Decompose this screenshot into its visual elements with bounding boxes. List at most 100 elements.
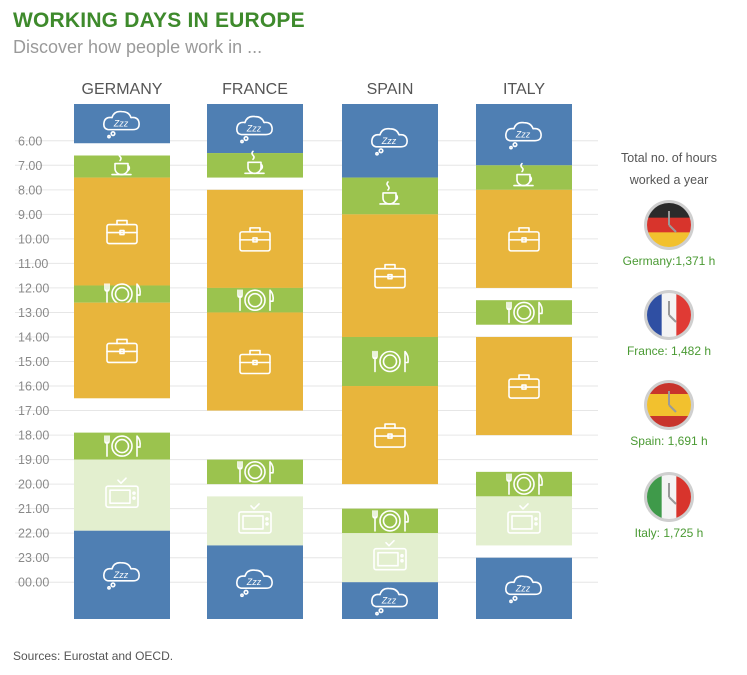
svg-text:Zzz: Zzz: [113, 119, 129, 129]
svg-text:Zzz: Zzz: [515, 130, 531, 140]
briefcase-icon: [374, 263, 406, 289]
zzz-cloud-icon: Zzz: [371, 127, 408, 156]
coffee-cup-icon: [513, 162, 534, 187]
svg-text:Zzz: Zzz: [515, 583, 531, 593]
y-tick-label: 6.00: [18, 134, 42, 148]
briefcase-icon: [239, 349, 271, 375]
briefcase-icon: [374, 423, 406, 448]
clock-hand: [668, 404, 677, 413]
coffee-cup-icon: [111, 151, 132, 176]
plate-cutlery-icon: [506, 473, 543, 495]
block-dinner: [207, 459, 303, 485]
hours-title: worked a year: [629, 173, 709, 187]
zzz-cloud-icon: Zzz: [236, 115, 273, 144]
block-work: [476, 336, 572, 436]
block-tv: [74, 459, 170, 531]
zzz-cloud-icon: Zzz: [505, 121, 542, 150]
clock-hand: [668, 314, 677, 323]
annual-hours-label: Italy: 1,725 h: [635, 526, 704, 540]
flag-clock-france: [644, 290, 694, 340]
flag-clock-spain: [644, 380, 694, 430]
coffee-cup-icon: [379, 181, 400, 205]
block-sleep: [74, 530, 170, 619]
annual-hours-label: France: 1,482 h: [627, 344, 711, 358]
svg-text:Zzz: Zzz: [246, 577, 262, 587]
briefcase-icon: [239, 227, 271, 252]
country-column-spain: SPAIN Zzz Zzz: [342, 81, 438, 619]
hours-title: Total no. of hours: [621, 151, 717, 165]
y-tick-label: 00.00: [18, 576, 49, 590]
plate-cutlery-icon: [506, 301, 543, 324]
block-tv: [342, 533, 438, 583]
country-column-france: FRANCE Zzz Zzz: [207, 81, 303, 619]
block-lunch: [342, 336, 438, 387]
country-label: ITALY: [503, 81, 545, 98]
briefcase-icon: [508, 227, 540, 252]
block-breakfast: [342, 177, 438, 215]
zzz-cloud-icon: Zzz: [505, 575, 542, 604]
chart-subtitle: Discover how people work in ...: [13, 37, 263, 57]
block-lunch: [476, 300, 572, 325]
block-sleep: [476, 557, 572, 619]
flag-clock-italy: [644, 472, 694, 522]
block-lunch: [207, 287, 303, 313]
svg-text:Zzz: Zzz: [246, 124, 262, 134]
y-tick-label: 7.00: [18, 159, 42, 173]
plate-cutlery-icon: [237, 461, 274, 483]
tv-icon: [238, 503, 272, 534]
country-column-germany: GERMANY Zzz Zzz: [74, 81, 170, 619]
block-dinner: [476, 471, 572, 497]
tv-icon: [105, 477, 139, 508]
zzz-cloud-icon: Zzz: [103, 110, 140, 139]
working-days-chart: 6.00 7.00 8.00 9.00 10.00 11.00 12.00 13.00 14.0…: [15, 81, 717, 619]
tv-icon: [373, 539, 407, 571]
country-label: SPAIN: [367, 81, 414, 98]
tv-icon: [507, 503, 541, 534]
zzz-cloud-icon: Zzz: [236, 569, 273, 598]
block-dinner: [74, 432, 170, 460]
block-work: [74, 302, 170, 399]
block-breakfast: [74, 155, 170, 178]
block-sleep: [476, 104, 572, 166]
y-tick-label: 11.00: [18, 257, 48, 271]
block-sleep: [207, 104, 303, 154]
y-tick-label: 15.00: [18, 355, 49, 369]
country-column-italy: ITALY Zzz Zzz: [476, 81, 572, 619]
plate-cutlery-icon: [372, 350, 409, 373]
plate-cutlery-icon: [237, 289, 274, 311]
svg-text:Zzz: Zzz: [381, 136, 397, 146]
svg-text:Zzz: Zzz: [381, 596, 397, 606]
block-dinner: [342, 508, 438, 534]
block-work: [342, 214, 438, 337]
coffee-cup-icon: [244, 150, 265, 175]
country-label: FRANCE: [222, 81, 288, 98]
plate-cutlery-icon: [372, 510, 409, 532]
briefcase-icon: [106, 219, 138, 245]
y-tick-label: 9.00: [18, 208, 42, 222]
y-tick-label: 13.00: [18, 306, 49, 320]
block-sleep: [207, 545, 303, 619]
annual-hours-panel: Total no. of hours worked a year Germany:1…: [621, 151, 717, 540]
flag-clock-germany: [644, 200, 694, 250]
block-tv: [476, 496, 572, 546]
block-work: [74, 177, 170, 286]
y-tick-label: 20.00: [18, 478, 49, 492]
block-sleep: [74, 104, 170, 144]
chart-title: WORKING DAYS IN EUROPE: [13, 9, 305, 32]
briefcase-icon: [508, 374, 540, 399]
block-work: [207, 312, 303, 411]
y-tick-label: 21.00: [18, 502, 49, 516]
y-tick-label: 12.00: [18, 281, 49, 295]
block-tv: [207, 496, 303, 546]
block-lunch: [74, 285, 170, 303]
clock-hand: [668, 224, 677, 233]
source-note: Sources: Eurostat and OECD.: [13, 649, 174, 663]
block-work: [207, 189, 303, 288]
svg-text:Zzz: Zzz: [113, 570, 129, 580]
annual-hours-label: Germany:1,371 h: [623, 254, 716, 268]
block-work: [476, 189, 572, 288]
briefcase-icon: [106, 338, 138, 364]
y-tick-label: 23.00: [18, 551, 49, 565]
y-tick-label: 17.00: [18, 404, 49, 418]
y-tick-label: 18.00: [18, 429, 49, 443]
